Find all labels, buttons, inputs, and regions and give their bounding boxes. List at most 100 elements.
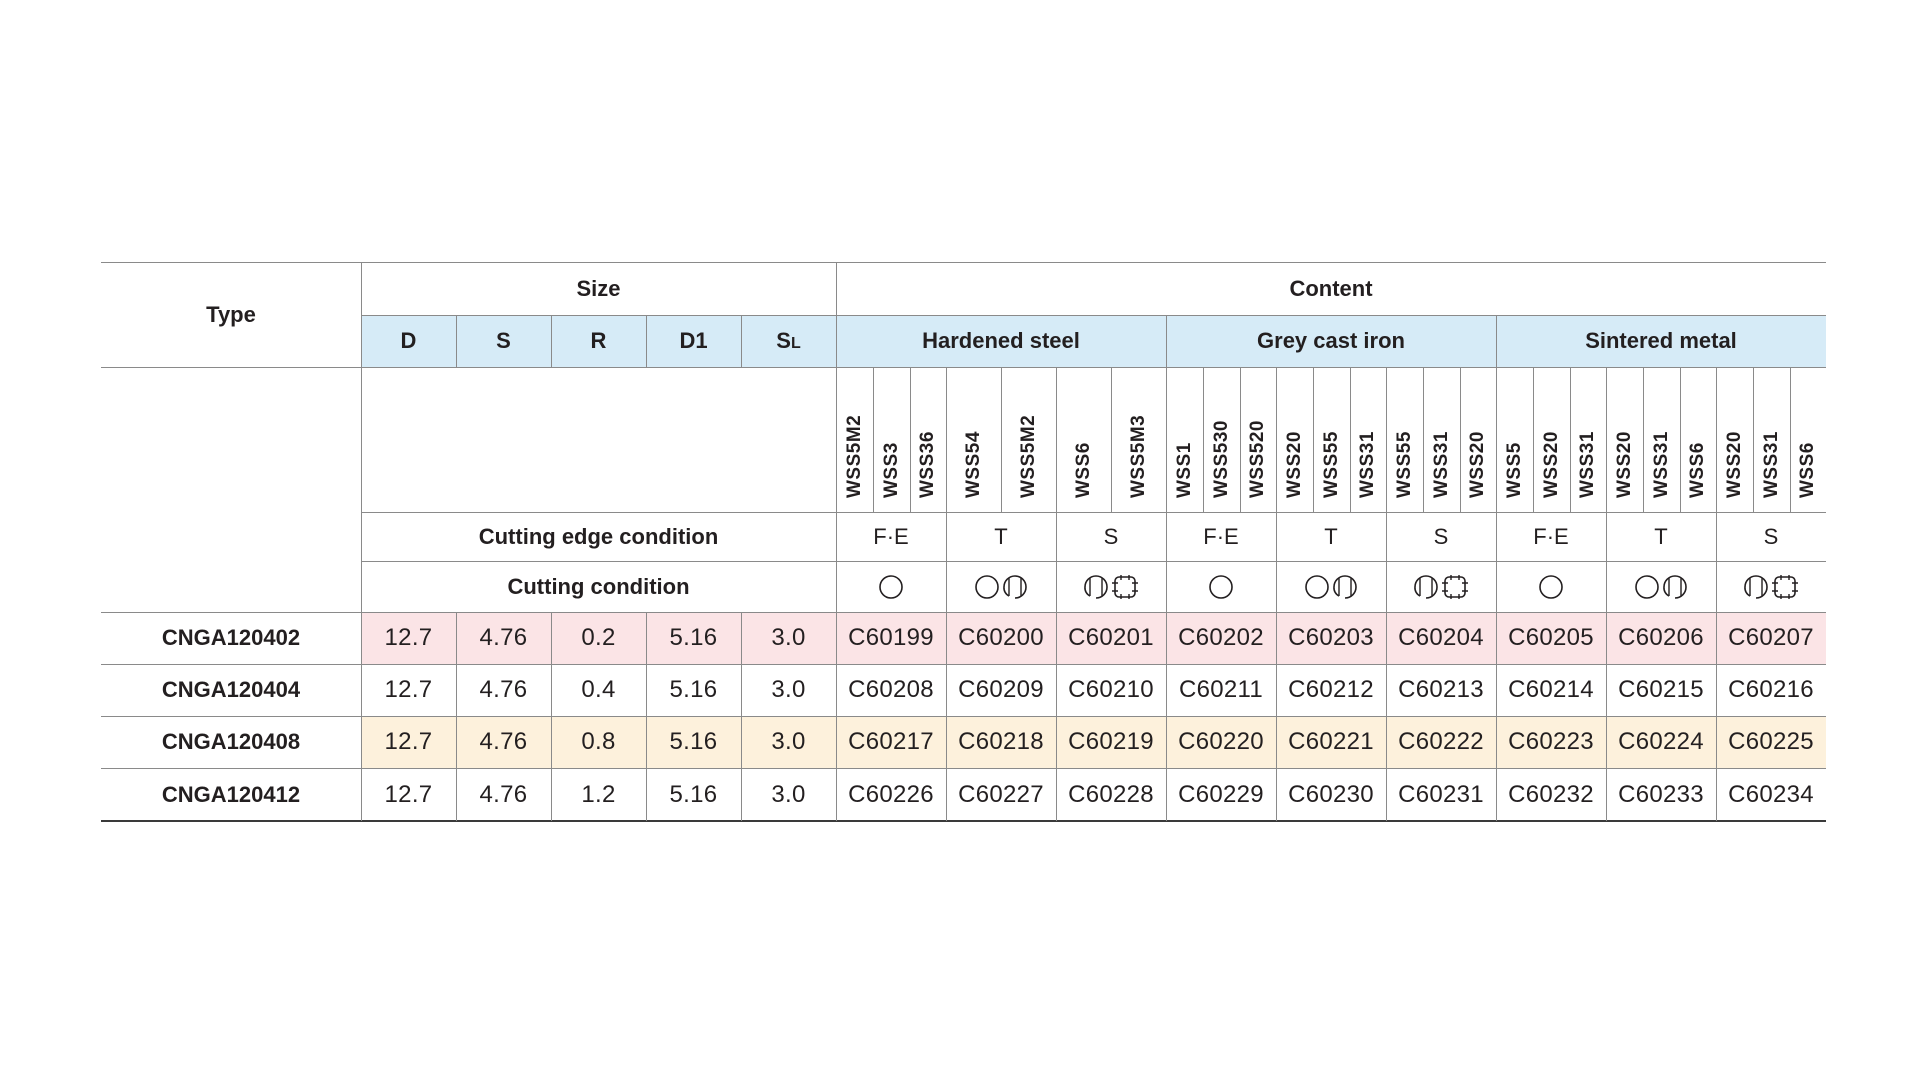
grade-label: WSS5M2	[843, 414, 865, 498]
row-type: CNGA120402	[161, 625, 301, 650]
order-code: C60224	[1618, 728, 1704, 755]
size-col-sl-subscript: L	[790, 335, 801, 352]
grade-label: WSS31	[1577, 431, 1598, 498]
cutting-condition-icons	[1386, 561, 1496, 612]
grade-divider	[1680, 367, 1681, 512]
row-highlight-cream	[361, 716, 1826, 768]
circle-icon	[974, 574, 1000, 600]
grade-label: WSS31	[1760, 431, 1782, 498]
edge-condition: S	[1103, 523, 1119, 549]
grade-divider	[1350, 367, 1351, 512]
grade-label: WSS20	[1540, 431, 1562, 498]
edge-condition: T	[994, 523, 1008, 549]
size-value: 0.8	[581, 728, 616, 755]
size-value: 5.16	[669, 676, 718, 703]
grade-label: WSS1	[1173, 442, 1195, 498]
size-value: 3.0	[771, 728, 806, 755]
order-code: C60229	[1178, 780, 1264, 808]
order-code: C60230	[1288, 780, 1374, 808]
grade-label: WSS31	[1357, 431, 1378, 498]
size-value: 4.76	[479, 624, 528, 651]
order-code: C60199	[848, 624, 934, 651]
grade-divider	[1240, 367, 1241, 512]
cutting-condition-icons	[1606, 561, 1716, 612]
order-code: C60225	[1728, 728, 1814, 755]
divider	[456, 612, 457, 821]
circle-icon	[1538, 574, 1564, 600]
order-code: C60216	[1728, 676, 1814, 703]
order-code: C60221	[1288, 728, 1374, 755]
order-code: C60201	[1068, 624, 1154, 651]
grade-divider	[1203, 367, 1204, 512]
order-code: C60228	[1068, 780, 1154, 808]
divider	[1166, 367, 1167, 821]
row-type: CNGA120412	[161, 781, 301, 807]
order-code: C60233	[1618, 780, 1704, 808]
cutting-condition-icons	[1276, 561, 1386, 612]
divider	[361, 315, 1826, 316]
divider	[741, 612, 742, 821]
cutting-condition-icons	[836, 561, 946, 612]
grade-divider	[1111, 367, 1112, 512]
edge-condition: S	[1763, 523, 1779, 549]
cutting-condition-icons	[1056, 561, 1166, 612]
group-header: Hardened steel	[922, 328, 1080, 353]
grade-divider	[1001, 367, 1002, 512]
size-value: 3.0	[771, 676, 806, 703]
divider	[836, 262, 837, 821]
divider	[1056, 367, 1057, 821]
divider	[646, 315, 647, 367]
size-value: 12.7	[384, 728, 433, 755]
size-col-r: R	[590, 328, 607, 353]
grade-label: WSS5M3	[1127, 414, 1149, 498]
size-value: 5.16	[669, 624, 718, 651]
divider	[1606, 367, 1607, 821]
order-code: C60212	[1288, 676, 1374, 703]
order-code: C60227	[958, 780, 1044, 808]
size-col-d1: D1	[679, 328, 708, 353]
order-code: C60205	[1508, 624, 1594, 651]
divider	[1496, 367, 1497, 821]
order-code: C60203	[1288, 624, 1374, 651]
size-value: 1.2	[581, 780, 616, 808]
grade-divider	[910, 367, 911, 512]
order-code: C60207	[1728, 624, 1814, 651]
divider	[361, 262, 362, 821]
cutting-condition-icons	[1496, 561, 1606, 612]
grade-label: WSS6	[1687, 442, 1708, 498]
cutting-condition-icons	[946, 561, 1056, 612]
cutting-condition-label: Cutting condition	[507, 573, 690, 599]
grade-label: WSS5M2	[1017, 414, 1039, 498]
size-value: 12.7	[384, 780, 433, 808]
heavy-interrupted-icon	[1771, 574, 1799, 600]
order-code: C60202	[1178, 624, 1264, 651]
grade-label: WSS55	[1320, 431, 1342, 498]
order-code: C60211	[1178, 676, 1264, 703]
grade-label: WSS31	[1650, 431, 1672, 498]
table-top-border	[101, 262, 1826, 263]
order-code: C60213	[1398, 676, 1484, 703]
grade-label: WSS20	[1613, 431, 1635, 498]
divider	[1716, 367, 1717, 821]
size-value: 12.7	[384, 624, 433, 651]
order-code: C60206	[1618, 624, 1704, 651]
order-code: C60204	[1398, 624, 1484, 651]
order-code: C60214	[1508, 676, 1594, 703]
size-value: 5.16	[669, 780, 718, 808]
divider	[101, 612, 1826, 613]
grade-divider	[1313, 367, 1314, 512]
group-header: Sintered metal	[1585, 328, 1737, 353]
grade-divider	[873, 367, 874, 512]
row-highlight-pink	[361, 612, 1826, 664]
grade-label: WSS5	[1503, 442, 1525, 498]
row-type: CNGA120404	[161, 677, 301, 702]
order-code: C60222	[1398, 728, 1484, 755]
size-header: Size	[576, 275, 621, 301]
grade-divider	[1570, 367, 1571, 512]
order-code: C60218	[958, 728, 1044, 755]
order-code: C60208	[848, 676, 934, 703]
divider	[551, 315, 552, 367]
interrupted-icon	[1083, 574, 1109, 600]
size-value: 0.4	[581, 676, 616, 703]
